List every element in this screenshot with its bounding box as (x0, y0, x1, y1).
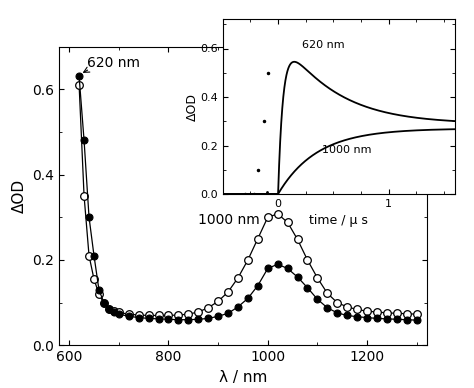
Text: 1000 nm: 1000 nm (322, 145, 372, 155)
X-axis label: time / μ s: time / μ s (310, 215, 368, 227)
Text: 1000 nm: 1000 nm (198, 213, 260, 227)
Y-axis label: ΔOD: ΔOD (186, 93, 199, 121)
Text: 620 nm: 620 nm (87, 56, 139, 70)
Text: 620 nm: 620 nm (302, 40, 345, 50)
X-axis label: λ / nm: λ / nm (219, 370, 267, 385)
Y-axis label: ΔOD: ΔOD (12, 179, 27, 213)
